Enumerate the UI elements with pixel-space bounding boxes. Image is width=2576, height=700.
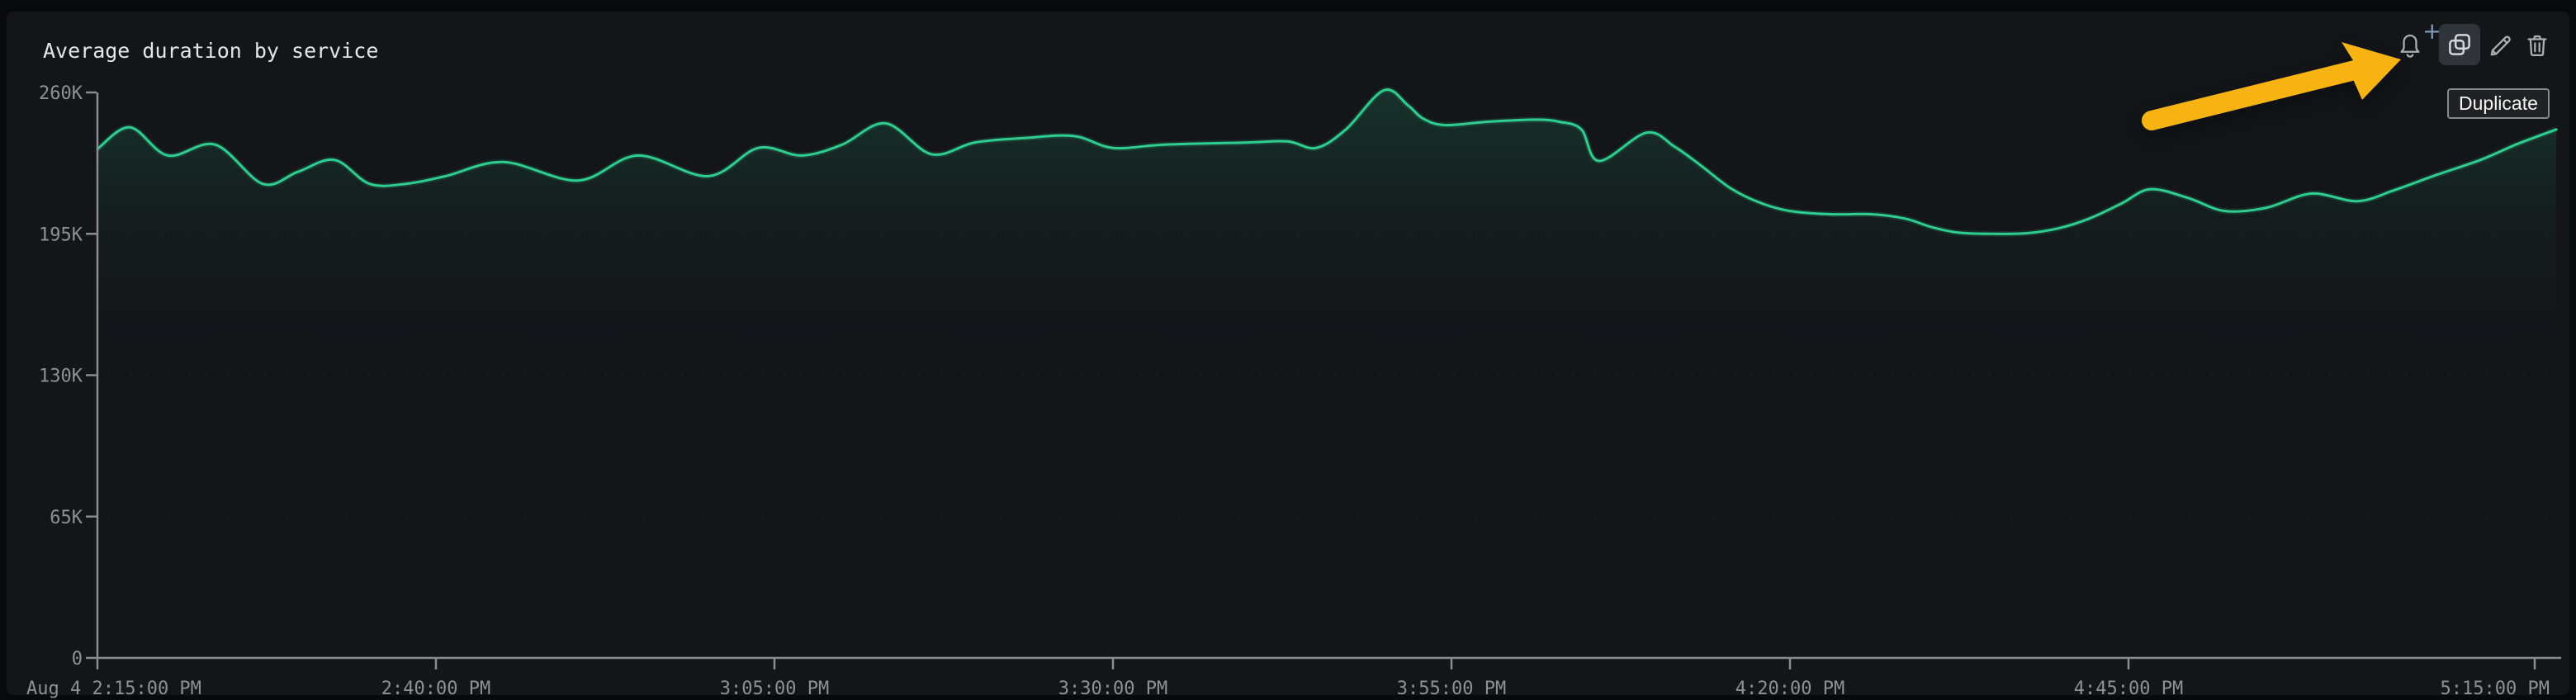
plus-badge: +	[2422, 17, 2442, 45]
edit-button[interactable]	[2485, 30, 2517, 61]
y-tick-label: 195K	[39, 225, 83, 245]
panel-toolbar: +	[2394, 20, 2559, 78]
y-tick-label: 0	[72, 649, 83, 669]
panel-title: Average duration by service	[43, 39, 379, 63]
bell-icon	[2400, 34, 2420, 58]
y-tick-label: 65K	[50, 508, 83, 528]
duplicate-icon	[2449, 34, 2470, 55]
add-alert-button[interactable]: +	[2394, 20, 2441, 61]
axis-labels: 260K 195K 130K 65K 0 Aug 4 2:15:00 PM 2:40:00 …	[26, 83, 2550, 699]
x-tick-label: 4:20:00 PM	[1735, 679, 1844, 699]
y-tick-label: 260K	[39, 83, 83, 104]
series-area	[97, 89, 2557, 658]
x-tick-label: 3:55:00 PM	[1397, 679, 1506, 699]
series-line	[96, 88, 2558, 235]
pencil-icon	[2490, 35, 2511, 56]
x-tick-label: 5:15:00 PM	[2441, 679, 2550, 699]
duplicate-tooltip: Duplicate	[2447, 88, 2550, 119]
trash-icon	[2527, 35, 2547, 56]
series-layer	[95, 87, 2558, 658]
y-tick-label: 130K	[39, 367, 83, 387]
x-tick-label: 3:30:00 PM	[1058, 679, 1167, 699]
axes	[86, 91, 2561, 669]
axis-lines	[96, 92, 2561, 660]
tooltip-label: Duplicate	[2459, 92, 2538, 114]
delete-button[interactable]	[2522, 30, 2553, 61]
x-tick-label: Aug 4 2:15:00 PM	[26, 679, 201, 699]
duplicate-button[interactable]	[2439, 24, 2480, 65]
x-tick-label: 3:05:00 PM	[720, 679, 829, 699]
x-tick-label: 2:40:00 PM	[381, 679, 490, 699]
x-tick-label: 4:45:00 PM	[2074, 679, 2183, 699]
